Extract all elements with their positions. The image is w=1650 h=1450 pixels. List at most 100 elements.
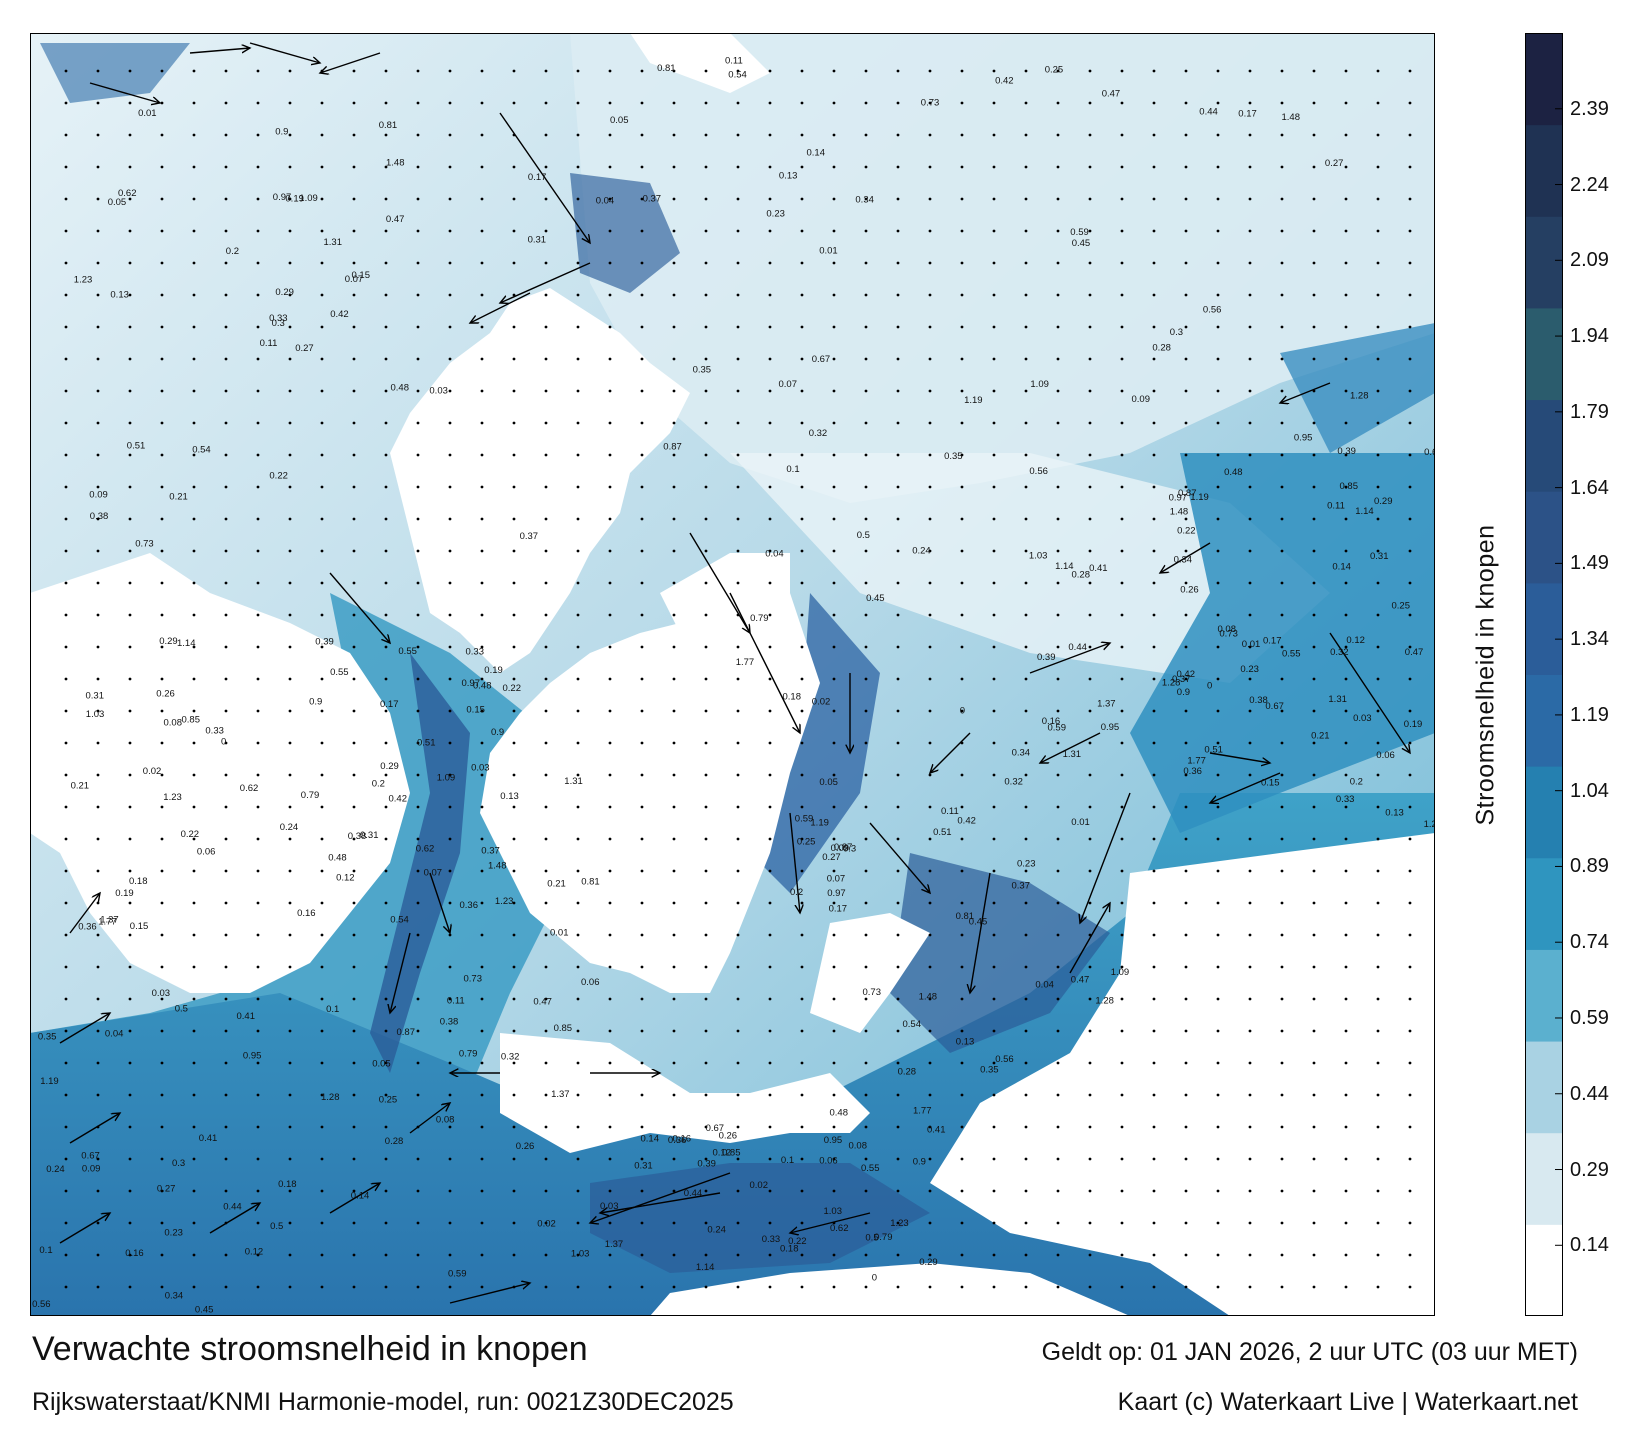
speed-value-label: 0.32 — [1330, 647, 1349, 658]
grid-dot — [256, 933, 260, 937]
grid-dot — [672, 197, 676, 201]
grid-dot — [416, 1285, 420, 1289]
grid-dot — [1312, 1157, 1316, 1161]
grid-dot — [96, 101, 100, 105]
grid-dot — [896, 357, 900, 361]
grid-dot — [512, 901, 516, 905]
grid-dot — [160, 69, 164, 73]
grid-dot — [1056, 69, 1060, 73]
grid-dot — [704, 197, 708, 201]
grid-dot — [448, 933, 452, 937]
grid-dot — [640, 549, 644, 553]
grid-dot — [256, 837, 260, 841]
grid-dot — [1280, 677, 1284, 681]
grid-dot — [480, 389, 484, 393]
grid-dot — [1248, 1189, 1252, 1193]
grid-dot — [416, 965, 420, 969]
grid-dot — [1312, 581, 1316, 585]
grid-dot — [1024, 1189, 1028, 1193]
grid-dot — [960, 1221, 964, 1225]
grid-dot — [544, 997, 548, 1001]
grid-dot — [608, 677, 612, 681]
grid-dot — [800, 517, 804, 521]
grid-dot — [96, 261, 100, 265]
grid-dot — [1184, 1093, 1188, 1097]
speed-value-label: 1.28 — [1162, 677, 1181, 688]
grid-dot — [608, 101, 612, 105]
grid-dot — [992, 133, 996, 137]
grid-dot — [896, 261, 900, 265]
grid-dot — [1408, 1157, 1412, 1161]
grid-dot — [704, 901, 708, 905]
grid-dot — [256, 389, 260, 393]
grid-dot — [768, 101, 772, 105]
grid-dot — [480, 1125, 484, 1129]
grid-dot — [256, 421, 260, 425]
grid-dot — [256, 1093, 260, 1097]
grid-dot — [128, 389, 132, 393]
grid-dot — [96, 677, 100, 681]
speed-value-label: 0.36 — [460, 900, 479, 911]
grid-dot — [1280, 645, 1284, 649]
grid-dot — [672, 645, 676, 649]
grid-dot — [1024, 1061, 1028, 1065]
speed-value-label: 0.38 — [348, 831, 367, 842]
grid-dot — [608, 325, 612, 329]
grid-dot — [928, 1029, 932, 1033]
grid-dot — [192, 773, 196, 777]
grid-dot — [288, 997, 292, 1001]
grid-dot — [736, 965, 740, 969]
grid-dot — [512, 677, 516, 681]
grid-dot — [896, 613, 900, 617]
grid-dot — [768, 1189, 772, 1193]
grid-dot — [512, 485, 516, 489]
grid-dot — [352, 421, 356, 425]
grid-dot — [864, 1157, 868, 1161]
grid-dot — [736, 1029, 740, 1033]
grid-dot — [832, 325, 836, 329]
grid-dot — [1280, 549, 1284, 553]
speed-value-label: 0.54 — [728, 70, 747, 81]
grid-dot — [928, 677, 932, 681]
grid-dot — [64, 357, 68, 361]
grid-dot — [864, 613, 868, 617]
grid-dot — [704, 517, 708, 521]
speed-value-label: 0.12 — [245, 1246, 264, 1257]
grid-dot — [384, 901, 388, 905]
speed-value-label: 0.32 — [1004, 777, 1023, 788]
grid-dot — [992, 1125, 996, 1129]
grid-dot — [864, 1061, 868, 1065]
grid-dot — [704, 421, 708, 425]
grid-dot — [448, 1125, 452, 1129]
grid-dot — [1408, 101, 1412, 105]
grid-dot — [1120, 1157, 1124, 1161]
grid-dot — [672, 581, 676, 585]
speed-value-label: 0.48 — [328, 852, 347, 863]
grid-dot — [1376, 1125, 1380, 1129]
grid-dot — [352, 517, 356, 521]
grid-dot — [928, 997, 932, 1001]
grid-dot — [1088, 1253, 1092, 1257]
speed-value-label: 0.87 — [397, 1027, 416, 1038]
speed-value-label: 0.07 — [345, 274, 364, 285]
grid-dot — [1312, 133, 1316, 137]
grid-dot — [224, 677, 228, 681]
speed-value-label: 0.31 — [1370, 551, 1389, 562]
grid-dot — [416, 805, 420, 809]
grid-dot — [64, 709, 68, 713]
grid-dot — [576, 581, 580, 585]
grid-dot — [576, 773, 580, 777]
grid-dot — [352, 965, 356, 969]
grid-dot — [960, 197, 964, 201]
grid-dot — [928, 1125, 932, 1129]
speed-value-label: 1.77 — [98, 916, 117, 927]
grid-dot — [480, 1221, 484, 1225]
grid-dot — [1216, 741, 1220, 745]
grid-dot — [512, 1061, 516, 1065]
grid-dot — [832, 1253, 836, 1257]
grid-dot — [96, 453, 100, 457]
grid-dot — [832, 709, 836, 713]
grid-dot — [224, 549, 228, 553]
grid-dot — [224, 293, 228, 297]
grid-dot — [448, 1093, 452, 1097]
